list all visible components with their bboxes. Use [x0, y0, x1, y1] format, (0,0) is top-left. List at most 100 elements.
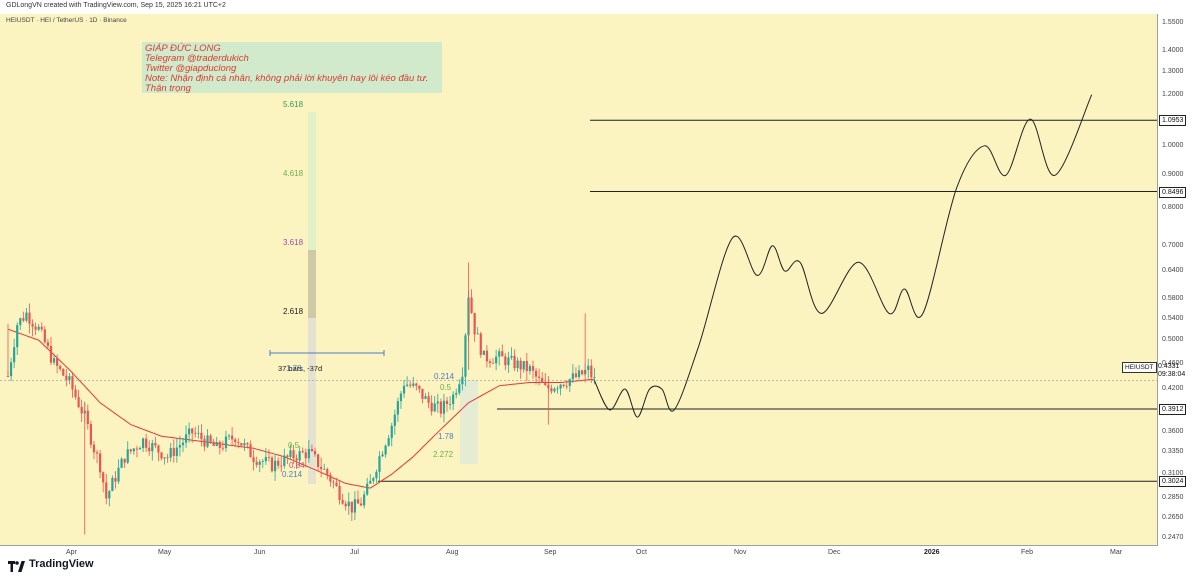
projection-path[interactable]: [593, 94, 1093, 418]
candle[interactable]: [332, 479, 335, 489]
candle[interactable]: [16, 322, 19, 355]
candle[interactable]: [323, 463, 326, 470]
candle[interactable]: [387, 434, 390, 447]
candle[interactable]: [224, 430, 228, 452]
candle[interactable]: [565, 380, 568, 390]
candle[interactable]: [384, 444, 387, 458]
candle[interactable]: [129, 448, 132, 455]
candle[interactable]: [292, 444, 295, 464]
candle[interactable]: [402, 379, 406, 398]
candle[interactable]: [62, 368, 65, 377]
candle[interactable]: [412, 376, 415, 388]
candle[interactable]: [197, 425, 200, 439]
candle[interactable]: [258, 459, 261, 473]
candle[interactable]: [353, 491, 357, 521]
candle[interactable]: [52, 353, 56, 365]
candle[interactable]: [252, 450, 255, 471]
candle[interactable]: [71, 371, 74, 398]
candle[interactable]: [307, 440, 310, 463]
candle[interactable]: [148, 440, 151, 456]
candle[interactable]: [587, 358, 590, 379]
candle[interactable]: [59, 364, 62, 372]
candle[interactable]: [194, 426, 197, 438]
candle[interactable]: [237, 438, 240, 449]
candle[interactable]: [329, 472, 332, 487]
candle[interactable]: [396, 397, 399, 422]
candle[interactable]: [261, 458, 264, 468]
candle[interactable]: [347, 492, 350, 515]
candle[interactable]: [203, 435, 206, 452]
candle[interactable]: [445, 396, 449, 412]
candle[interactable]: [381, 451, 384, 458]
candle[interactable]: [102, 471, 105, 493]
candle[interactable]: [209, 433, 212, 444]
candle[interactable]: [80, 399, 83, 422]
candle[interactable]: [442, 394, 446, 423]
candle[interactable]: [406, 376, 409, 387]
candle[interactable]: [568, 378, 571, 393]
candle[interactable]: [390, 422, 393, 447]
candle[interactable]: [246, 442, 249, 449]
candle[interactable]: [184, 425, 188, 449]
candle[interactable]: [501, 344, 504, 357]
candle[interactable]: [427, 391, 430, 409]
candle[interactable]: [135, 445, 139, 458]
candle[interactable]: [326, 467, 329, 480]
candle[interactable]: [559, 383, 562, 396]
candle[interactable]: [372, 476, 375, 485]
candle[interactable]: [240, 442, 243, 447]
candle[interactable]: [43, 326, 46, 344]
candle[interactable]: [479, 331, 482, 358]
candle[interactable]: [138, 446, 142, 450]
candle[interactable]: [255, 456, 258, 468]
tradingview-logo[interactable]: TradingView: [8, 558, 94, 572]
candle[interactable]: [452, 391, 455, 411]
candle[interactable]: [313, 447, 317, 457]
candle[interactable]: [221, 440, 224, 452]
candle[interactable]: [99, 450, 102, 479]
candle[interactable]: [267, 449, 271, 462]
candle[interactable]: [359, 497, 363, 507]
candle[interactable]: [550, 384, 553, 394]
candle[interactable]: [356, 490, 360, 504]
candle[interactable]: [49, 337, 53, 365]
candle[interactable]: [304, 448, 307, 468]
candle[interactable]: [470, 289, 473, 314]
time-axis[interactable]: Apr May Jun Jul Aug Sep Oct Nov Dec 2026 Feb Mar: [0, 546, 1158, 560]
candle[interactable]: [577, 365, 581, 380]
candle[interactable]: [320, 457, 323, 478]
price-axis[interactable]: 1.55001.40001.30001.20001.10001.00000.90…: [1158, 14, 1200, 546]
candle[interactable]: [141, 437, 145, 453]
measure-arrow[interactable]: [269, 350, 385, 356]
candle[interactable]: [132, 447, 135, 455]
candle[interactable]: [488, 358, 492, 368]
candle[interactable]: [430, 395, 433, 416]
candle[interactable]: [234, 437, 237, 447]
candle[interactable]: [31, 319, 34, 337]
candle[interactable]: [476, 327, 479, 335]
candle[interactable]: [507, 351, 510, 373]
candle[interactable]: [273, 455, 277, 481]
candle[interactable]: [172, 439, 175, 463]
candle[interactable]: [378, 451, 381, 482]
candle[interactable]: [298, 446, 301, 466]
candle[interactable]: [495, 349, 498, 371]
candle[interactable]: [114, 471, 117, 489]
candle[interactable]: [415, 382, 418, 391]
candle[interactable]: [169, 442, 172, 462]
candle[interactable]: [151, 439, 154, 461]
candle[interactable]: [123, 458, 126, 468]
candle[interactable]: [409, 380, 412, 389]
candle[interactable]: [491, 358, 495, 364]
candle[interactable]: [92, 440, 96, 460]
candle[interactable]: [516, 357, 519, 372]
candle[interactable]: [574, 367, 578, 379]
candle[interactable]: [350, 501, 353, 521]
candle[interactable]: [175, 438, 178, 463]
candle[interactable]: [126, 441, 129, 465]
candle[interactable]: [544, 373, 547, 387]
candle[interactable]: [289, 444, 292, 461]
candle[interactable]: [215, 436, 218, 447]
candle[interactable]: [264, 447, 267, 465]
candle[interactable]: [418, 385, 421, 393]
